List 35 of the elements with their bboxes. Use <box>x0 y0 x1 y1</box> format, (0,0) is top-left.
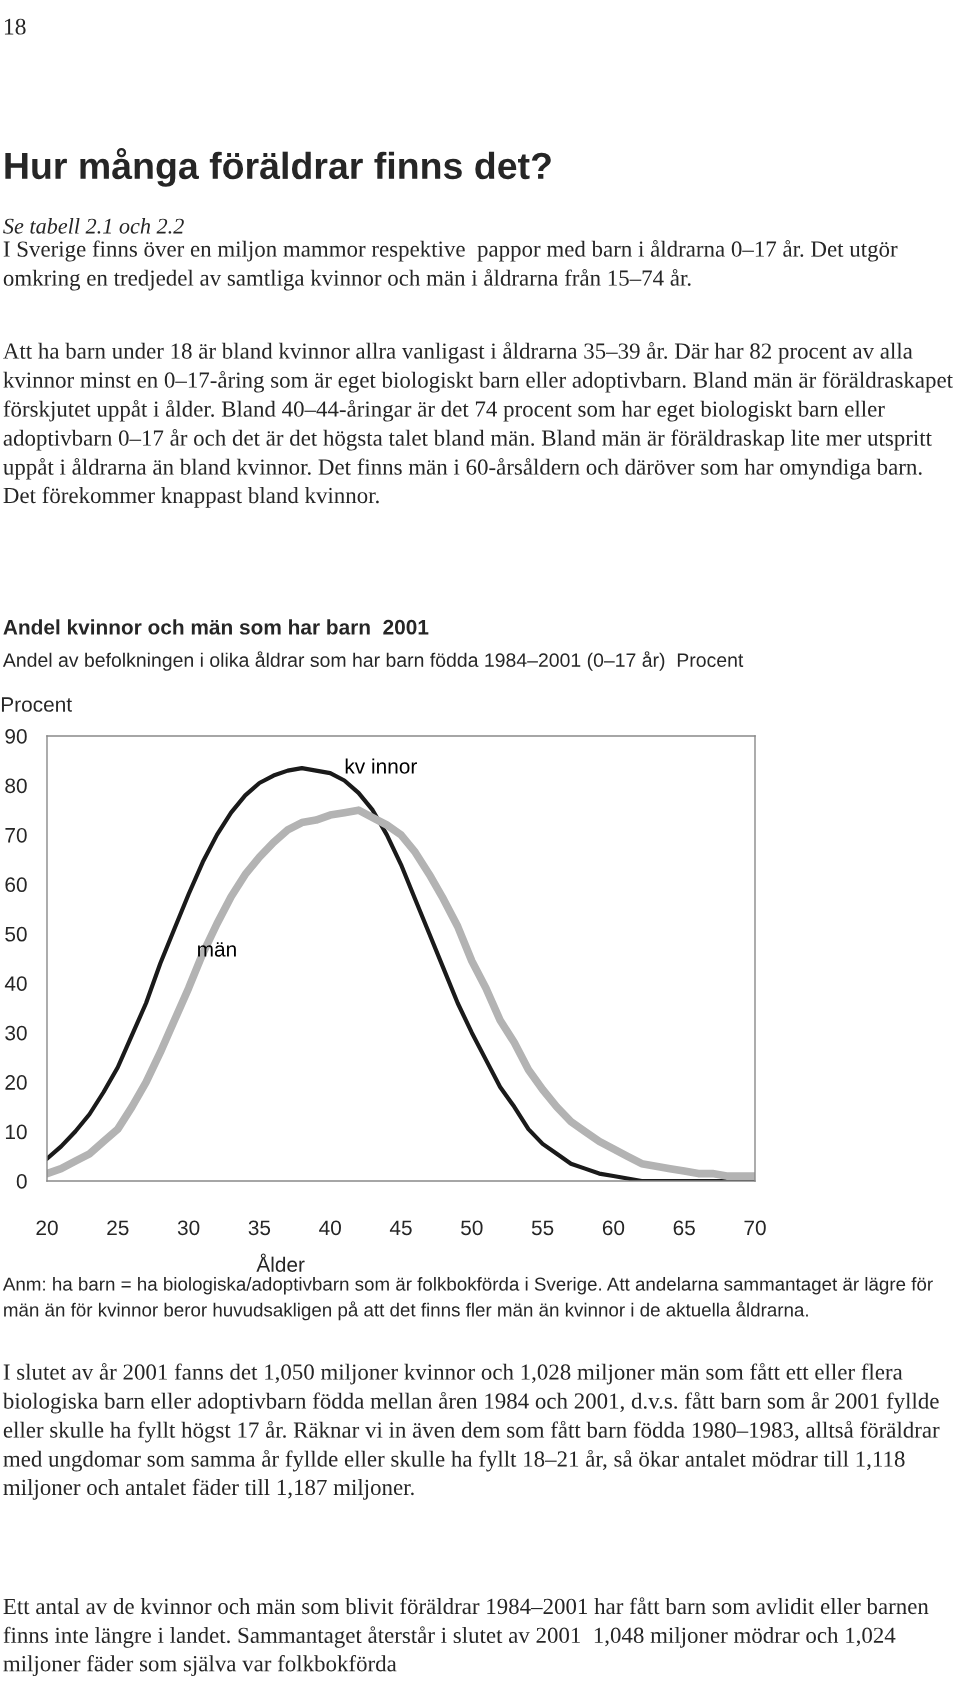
y-tick-label: 90 <box>5 729 27 744</box>
x-tick-label: 60 <box>602 1220 625 1236</box>
text: Att ha barn under 18 är bland kvinnor allra vanligast i åldrarna 35–39 år. Där har 82 procent av alla kvinnor minst en 0–17-åring som är eget biologiskt barn eller adoptivbarn. Bland män är föräldraskapet förskjutet uppåt i ålder. Bland 40–44-åringar är det 74 procent som har eget biologiskt barn eller adoptivbarn 0–17 år och det är det högsta talet bland män. Bland män är föräldraskap lite mer utspritt uppåt i åldrarna än bland kvinnor. Det finns män i 60-årsåldern och däröver som har omyndiga barn. Det förekommer knappast bland kvinnor. <box>3 342 953 508</box>
x-tick-label: 55 <box>531 1220 554 1236</box>
series-label: män <box>198 942 236 957</box>
x-axis-title: Ålder <box>256 1253 305 1272</box>
x-tick-label: 35 <box>248 1220 271 1236</box>
y-tick-label: 20 <box>5 1075 27 1090</box>
x-tick-label: 70 <box>744 1220 766 1236</box>
x-tick-label: 20 <box>36 1220 58 1236</box>
x-tick-label: 25 <box>107 1220 129 1236</box>
y-axis-title: Procent <box>1 697 72 712</box>
chart-title: Andel kvinnor och män som har barn 2001 <box>3 619 429 635</box>
text: Hur många föräldrar finns det? <box>5 148 551 187</box>
y-tick-label: 0 <box>16 1174 27 1189</box>
y-tick-label: 80 <box>5 778 27 794</box>
y-tick-label: 40 <box>4 976 27 991</box>
y-tick-label: 30 <box>5 1025 27 1041</box>
x-tick-label: 45 <box>389 1220 412 1236</box>
series-label: kv innor <box>345 758 417 774</box>
text: 18 <box>4 18 26 35</box>
y-tick-label: 50 <box>5 926 27 942</box>
x-tick-label: 30 <box>177 1220 200 1236</box>
text: I Sverige finns över en miljon mammor respektive pappor med barn i åldrarna 0–17 år. Det utgör omkring en tredjedel av samtliga kvinnor och män i åldrarna från 15–74 år. <box>3 240 898 291</box>
y-tick-label: 70 <box>5 827 27 843</box>
text: Ett antal av de kvinnor och män som blivit föräldrar 1984–2001 har fått barn som avlidit eller barnen finns inte längre i landet. Sammantaget återstår i slutet av 2001 1,048 miljoner mödrar och 1,024 miljoner fäder som själva var folkbokförda <box>3 1597 929 1677</box>
x-tick-label: 50 <box>461 1220 483 1236</box>
y-tick-label: 60 <box>5 877 27 893</box>
text: I slutet av år 2001 fanns det 1,050 miljoner kvinnor och 1,028 miljoner män som fått ett eller flera biologiska barn eller adoptivbarn födda mellan åren 1984 och 2001, d.v.s. fått barn som år 2001 fyllde eller skulle ha fyllt högst 17 år. Räknar vi in även dem som fått barn födda 1980–1983, alltså föräldrar med ungdomar som samma år fyllde eller skulle ha fyllt 18–21 år, så ökar antalet mödrar till 1,118 miljoner och antalet fäder till 1,187 miljoner. <box>2 1363 940 1500</box>
x-tick-label: 40 <box>319 1220 341 1236</box>
x-tick-label: 65 <box>673 1220 695 1236</box>
text: Anm: ha barn = ha biologiska/adoptivbarn som är folkbokförda i Sverige. Att andelarna sammantaget är lägre för män än för kvinnor beror huvudsakligen på att det finns fler män än kvinnor i de aktuella åldrarna. <box>2 1277 933 1321</box>
chart-subtitle: Andel av befolkningen i olika åldrar som har barn födda 1984–2001 (0–17 år) Procent <box>2 651 744 671</box>
text: Se tabell 2.1 och 2.2 <box>3 218 184 234</box>
y-tick-label: 10 <box>5 1124 27 1140</box>
